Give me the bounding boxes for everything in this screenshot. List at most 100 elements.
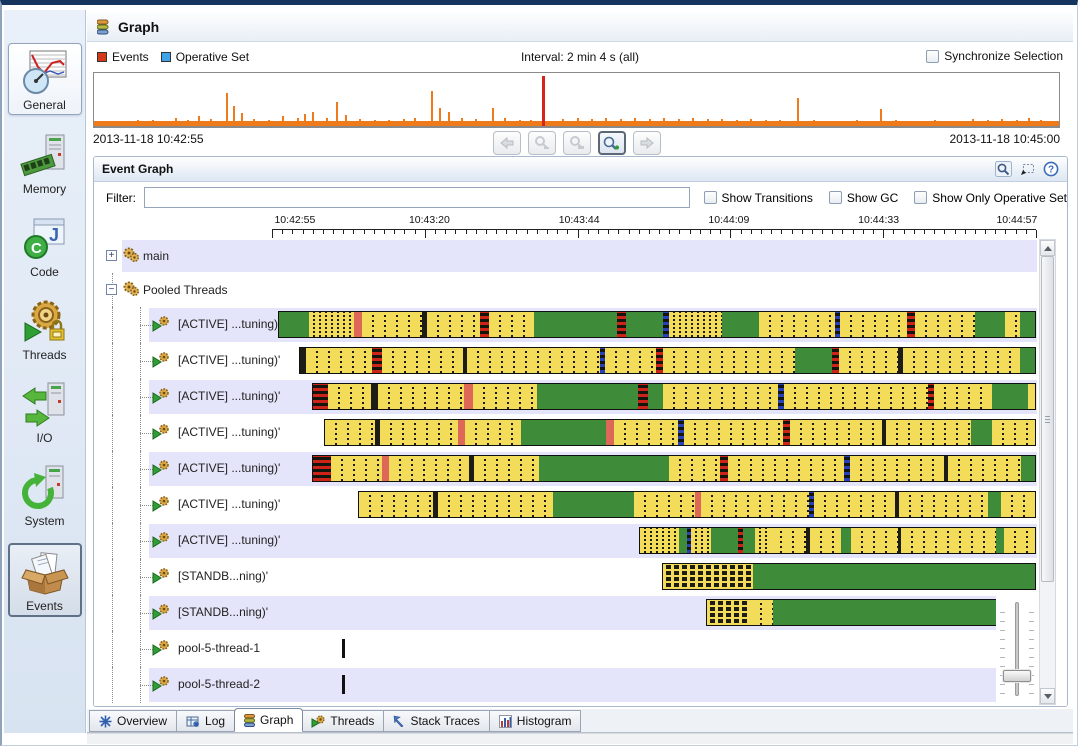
thread-row[interactable]: [ACTIVE] ...tuning)': [94, 487, 1067, 523]
sidebar-item-system[interactable]: System: [8, 460, 82, 530]
thread-timeline[interactable]: [272, 451, 1036, 487]
thread-activity-bar[interactable]: [312, 455, 1036, 482]
thread-row[interactable]: pool-5-thread-1: [94, 631, 1067, 667]
tab-stack-traces[interactable]: Stack Traces: [384, 710, 490, 732]
slider-track[interactable]: [1015, 602, 1019, 696]
thread-timeline[interactable]: [272, 559, 1036, 595]
thread-activity-bar[interactable]: [357, 491, 1036, 518]
scroll-up-button[interactable]: [1040, 240, 1055, 256]
tree-connector: [112, 487, 113, 523]
tab-graph-label: Graph: [260, 713, 294, 727]
zoom-out-button[interactable]: [527, 131, 556, 155]
thread-timeline[interactable]: [272, 631, 1036, 667]
page-title: Graph: [118, 18, 160, 35]
scrollbar-thumb[interactable]: [1041, 256, 1054, 582]
zoom-in-button[interactable]: [597, 131, 626, 155]
thread-activity-bar[interactable]: [638, 527, 1036, 554]
legend-events-label: Events: [112, 50, 149, 64]
overview-spike: [388, 119, 391, 126]
thread-timeline[interactable]: [272, 487, 1036, 523]
sidebar-item-io[interactable]: I/O: [8, 377, 82, 447]
help-icon[interactable]: ?: [1043, 161, 1059, 177]
thread-row[interactable]: [ACTIVE] ...tuning)': [94, 307, 1067, 343]
thread-activity-bar[interactable]: [312, 383, 1036, 410]
activity-segment-y: [901, 528, 996, 553]
synchronize-checkbox[interactable]: [926, 49, 940, 63]
axis-tick: [363, 230, 365, 234]
axis-tick: [455, 230, 457, 234]
thread-timeline[interactable]: [272, 523, 1036, 559]
tab-threads[interactable]: Threads: [302, 710, 385, 732]
sidebar-item-threads[interactable]: Threads: [8, 294, 82, 364]
collapse-toggle[interactable]: −: [106, 284, 117, 295]
forward-button[interactable]: [632, 131, 661, 155]
vertical-scrollbar[interactable]: [1039, 239, 1056, 705]
zoom-tool-icon[interactable]: [995, 161, 1012, 177]
activity-segment-b: [677, 420, 685, 445]
filter-input[interactable]: [144, 187, 690, 208]
show-transitions-checkbox[interactable]: [703, 191, 717, 204]
sidebar-item-general[interactable]: General: [7, 43, 82, 115]
graph-header-icon: [97, 19, 110, 35]
activity-segment-r: [606, 420, 615, 445]
thread-row[interactable]: [ACTIVE] ...tuning)': [94, 451, 1067, 487]
show-only-operative-set-option[interactable]: Show Only Operative Set: [914, 191, 1067, 205]
tree-group-row[interactable]: − Pooled Threads: [94, 273, 1067, 307]
show-transitions-option[interactable]: Show Transitions: [703, 191, 813, 205]
synchronize-selection[interactable]: Synchronize Selection: [926, 49, 1063, 63]
overview-chart[interactable]: [93, 72, 1060, 128]
thread-row[interactable]: pool-5-thread-2: [94, 667, 1067, 703]
thread-activity-bar[interactable]: [323, 419, 1036, 446]
thread-timeline[interactable]: [272, 595, 1036, 631]
thread-timeline[interactable]: [272, 379, 1036, 415]
thread-group-icon: [122, 246, 140, 264]
thread-row[interactable]: [ACTIVE] ...tuning)': [94, 415, 1067, 451]
select-region-icon[interactable]: [1020, 162, 1035, 176]
thread-row[interactable]: [ACTIVE] ...tuning)': [94, 379, 1067, 415]
back-button[interactable]: [492, 131, 521, 155]
tab-overview[interactable]: Overview: [89, 710, 178, 732]
thread-timeline[interactable]: [272, 667, 1036, 703]
thread-activity-bar[interactable]: [278, 311, 1036, 338]
thread-activity-bar[interactable]: [298, 347, 1036, 374]
activity-segment-y: [662, 384, 778, 409]
system-icon: [20, 463, 70, 513]
activity-segment-y: [784, 384, 929, 409]
sidebar-item-memory[interactable]: Memory: [8, 128, 82, 198]
thread-activity-bar[interactable]: [662, 563, 1036, 590]
thread-timeline[interactable]: [272, 415, 1036, 451]
thread-timeline[interactable]: [272, 343, 1036, 379]
sidebar-item-events[interactable]: Events: [7, 543, 82, 617]
show-gc-option[interactable]: Show GC: [828, 191, 898, 205]
thread-activity-bar[interactable]: [705, 599, 1036, 626]
expand-toggle[interactable]: +: [106, 250, 117, 261]
scroll-down-button[interactable]: [1040, 688, 1055, 704]
thread-row[interactable]: [ACTIVE] ...tuning)': [94, 523, 1067, 559]
sidebar-item-code[interactable]: J C Code: [8, 211, 82, 281]
activity-segment-k: [895, 492, 900, 517]
tab-log[interactable]: Log: [177, 710, 236, 732]
tree-group-row[interactable]: + main: [94, 239, 1067, 273]
group-label: main: [143, 249, 170, 263]
event-tick[interactable]: [341, 639, 345, 658]
activity-segment-y: [327, 384, 372, 409]
tab-histogram[interactable]: Histogram: [489, 710, 582, 732]
activity-segment-y: [380, 420, 459, 445]
show-gc-checkbox[interactable]: [828, 191, 842, 204]
slider-handle[interactable]: [1003, 670, 1031, 682]
slider-ticks-left: [1000, 604, 1005, 694]
tab-graph[interactable]: Graph: [234, 708, 304, 732]
thread-row[interactable]: [STANDB...ning)': [94, 559, 1067, 595]
event-tick[interactable]: [341, 675, 345, 694]
zoom-selection-button[interactable]: [562, 131, 591, 155]
thread-icon: [152, 532, 170, 548]
thread-row[interactable]: [STANDB...ning)': [94, 595, 1067, 631]
overview-spike: [796, 98, 799, 126]
overview-spike: [706, 118, 709, 126]
show-only-operative-set-checkbox[interactable]: [914, 191, 928, 204]
thread-label: [ACTIVE] ...tuning)': [178, 425, 281, 439]
axis-tick: [669, 230, 671, 234]
thread-timeline[interactable]: [272, 307, 1036, 343]
activity-segment-g: [1020, 456, 1035, 481]
thread-row[interactable]: [ACTIVE] ...tuning)': [94, 343, 1067, 379]
